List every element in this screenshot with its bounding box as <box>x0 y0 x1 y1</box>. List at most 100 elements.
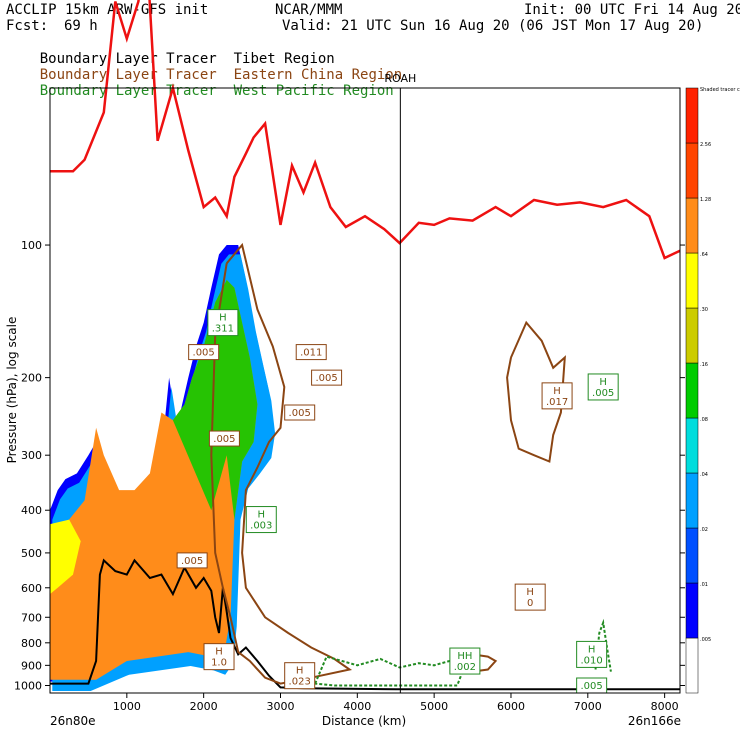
colorbar-label: Shaded tracer concentration <box>700 87 740 93</box>
legend-tracer: Boundary Layer Tracer <box>39 51 217 67</box>
west-pacific-contour <box>594 618 612 672</box>
annotation-text: H <box>553 386 561 397</box>
colorbar-swatch <box>685 527 699 584</box>
annotation-text: .005 <box>193 348 215 359</box>
legend-tracer: Boundary Layer Tracer <box>39 67 217 83</box>
contour-annotation: H.010 <box>576 640 608 668</box>
contour-annotation: H.003 <box>245 506 277 534</box>
contour-annotation: H.017 <box>541 382 573 410</box>
colorbar-label: 2.56 <box>700 142 711 148</box>
colorbar-swatch <box>685 307 699 364</box>
y-tick-label: 400 <box>21 504 42 517</box>
y-tick-label: 500 <box>21 547 42 560</box>
contour-annotation: H0 <box>514 583 546 611</box>
contour-annotation: .005 <box>311 369 343 386</box>
annotation-box <box>188 344 220 361</box>
colorbar-label: .01 <box>700 582 708 588</box>
west-pacific-contour <box>314 655 467 687</box>
annotation-box <box>514 583 546 611</box>
plot-frame <box>49 87 681 694</box>
colorbar-swatch <box>685 582 699 639</box>
annotation-box <box>295 344 327 361</box>
annotation-text: .005 <box>592 388 614 399</box>
annotation-box <box>449 647 481 675</box>
annotation-text: H <box>219 313 227 324</box>
x-tick-label: 3000 <box>266 700 294 713</box>
annotation-text: 1.0 <box>211 658 227 669</box>
annotation-text: 0 <box>527 598 533 609</box>
annotation-box <box>207 309 239 337</box>
annotation-text: .011 <box>300 348 322 359</box>
annotation-text: H <box>588 644 596 655</box>
annotation-box <box>203 643 235 671</box>
fcst-value: 69 h <box>64 18 98 34</box>
contour-annotation: .005 <box>208 430 240 447</box>
legend-region: West Pacific Region <box>233 83 394 99</box>
x-tick-label: 5000 <box>420 700 448 713</box>
model-title: ACCLIP 15km ARW-GFS init <box>6 2 209 18</box>
annotation-text: .005 <box>213 434 235 445</box>
colorbar-swatch <box>685 472 699 529</box>
plume-shade-yellow <box>50 519 81 595</box>
y-tick-label: 300 <box>21 449 42 462</box>
annotation-text: .311 <box>212 324 234 335</box>
contour-annotation: H.005 <box>587 373 619 401</box>
annotation-text: .005 <box>289 408 311 419</box>
x-tick-label: 2000 <box>190 700 218 713</box>
annotation-text: HH <box>457 651 472 662</box>
init-time: Init: 00 UTC Fri 14 Aug 20 <box>524 2 740 18</box>
right-endpoint: 26n166e <box>628 714 681 728</box>
colorbar-swatch <box>685 87 699 144</box>
annotation-box <box>284 662 316 690</box>
contour-annotation: H1.0 <box>203 643 235 671</box>
annotation-text: H <box>296 666 304 677</box>
y-tick-label: 200 <box>21 372 42 385</box>
annotation-text: .005 <box>581 681 603 692</box>
legend-region: Tibet Region <box>233 51 335 67</box>
colorbar-swatch <box>685 197 699 254</box>
y-tick-label: 100 <box>21 239 42 252</box>
contour-annotation: HH.002 <box>449 647 481 675</box>
left-endpoint: 26n80e <box>50 714 96 728</box>
legend-region: Eastern China Region <box>233 67 403 83</box>
valid-time: Valid: 21 UTC Sun 16 Aug 20 (06 JST Mon … <box>282 18 704 34</box>
annotation-text: .010 <box>581 655 603 666</box>
annotation-text: .003 <box>250 521 272 532</box>
y-tick-label: 700 <box>21 611 42 624</box>
colorbar-swatch <box>685 362 699 419</box>
x-tick-label: 6000 <box>497 700 525 713</box>
annotation-box <box>284 404 316 421</box>
legend-tracer: Boundary Layer Tracer <box>39 83 217 99</box>
annotation-text: .017 <box>546 397 568 408</box>
contour-annotation: .005 <box>284 404 316 421</box>
legend-line-eastern-china: Boundary Layer Tracer Eastern China Regi… <box>6 51 402 99</box>
x-tick-label: 7000 <box>574 700 602 713</box>
y-tick-label: 900 <box>21 659 42 672</box>
colorbar-swatch <box>685 637 699 694</box>
eastern-china-contour <box>506 320 566 463</box>
y-tick-label: 1000 <box>14 679 42 692</box>
contour-annotation: .005 <box>188 344 220 361</box>
x-tick-label: 1000 <box>113 700 141 713</box>
colorbar-label: .16 <box>700 362 708 368</box>
annotation-text: H <box>258 510 266 521</box>
plume-shade-green <box>172 279 258 520</box>
x-tick-label: 8000 <box>651 700 679 713</box>
colorbar-label: .30 <box>700 307 708 313</box>
annotation-text: .005 <box>315 373 337 384</box>
annotation-text: H <box>599 377 607 388</box>
colorbar-label: .005 <box>700 637 711 643</box>
legend-line-tibet: Boundary Layer Tracer Tibet Region <box>6 35 335 83</box>
y-tick-label: 600 <box>21 582 42 595</box>
annotation-box <box>311 369 343 386</box>
colorbar-label: 1.28 <box>700 197 711 203</box>
colorbar-swatch <box>685 417 699 474</box>
colorbar-label: .08 <box>700 417 708 423</box>
annotation-box <box>587 373 619 401</box>
eastern-china-contour <box>210 242 353 685</box>
terrain-line <box>50 558 680 691</box>
colorbar-label: .04 <box>700 472 708 478</box>
annotation-text: .023 <box>289 677 311 688</box>
tropopause-line <box>50 0 681 260</box>
